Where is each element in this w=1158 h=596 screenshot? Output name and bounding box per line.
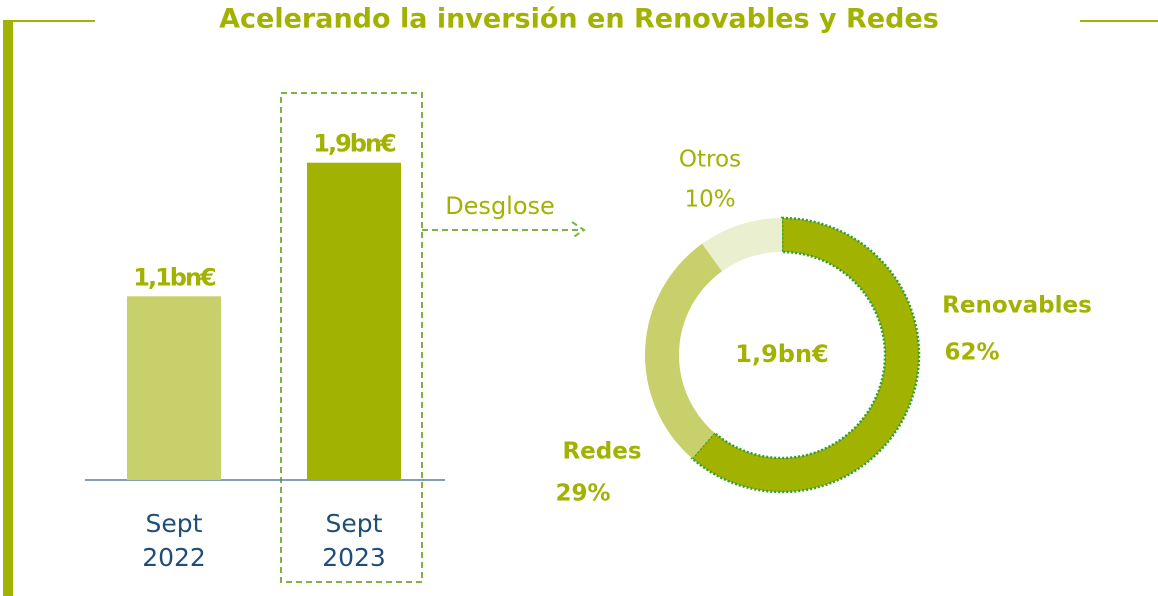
highlight-box [280,92,423,583]
donut-segment [644,243,722,459]
category-label: Sept 2022 [142,509,206,572]
segment-name: Renovables [942,293,1092,319]
segment-name: Redes [562,439,641,465]
arrow [422,221,586,239]
value-label: 1,1bn€ [133,263,216,291]
annotation: Desglose [445,192,555,220]
donut-segment [690,216,921,494]
donut-segment [702,218,782,272]
center-label: 1,9bn€ [735,340,828,368]
segment-value: 29% [555,481,610,507]
segment-value: 62% [944,340,999,366]
segment-name: Otros [679,147,741,173]
title: Acelerando la inversión en Renovables y … [219,4,939,35]
category-label: Sept 2023 [322,509,386,572]
frame-left [3,20,13,596]
value-label: 1,9bn€ [313,130,396,158]
bar [307,162,401,480]
segment-value: 10% [684,187,735,213]
bar [127,296,221,480]
